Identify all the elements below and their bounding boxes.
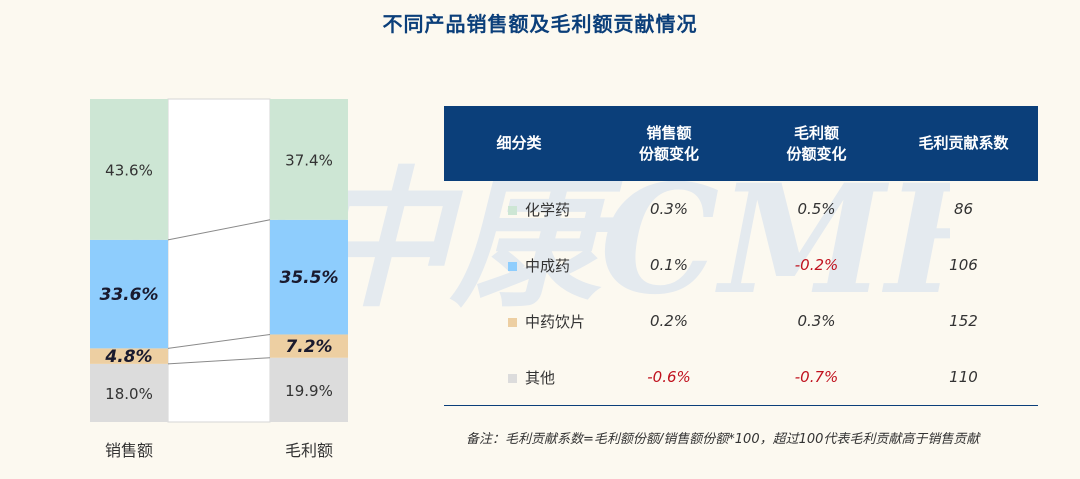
data-label: 19.9% <box>285 382 333 400</box>
table-header-row: 细分类 销售额 份额变化 毛利额 份额变化 毛利贡献系数 <box>444 106 1038 181</box>
data-label: 37.4% <box>285 151 333 169</box>
bar-segment-其他-销售额 <box>90 363 168 422</box>
row-category: 中成药 <box>444 237 594 293</box>
data-label: 4.8% <box>104 347 152 367</box>
row-coefficient: 152 <box>949 312 978 330</box>
bar-segment-中药饮片-销售额 <box>90 348 168 364</box>
legend-swatch-icon <box>508 205 517 215</box>
row-sales-change: 0.1% <box>649 256 689 274</box>
row-profit-change: -0.2% <box>794 256 839 274</box>
data-label: 7.2% <box>285 337 332 357</box>
row-profit-change: -0.7% <box>744 349 889 406</box>
row-coefficient: 86 <box>953 200 974 218</box>
legend-swatch-icon <box>508 373 517 383</box>
table-row: 化学药 0.3% 0.5% 86 <box>444 181 1038 237</box>
x-tick-label: 毛利额 <box>285 441 333 460</box>
bar-segment-化学药-销售额 <box>90 99 168 240</box>
row-sales-change: 0.2% <box>649 312 689 330</box>
row-profit-change: 0.5% <box>797 200 836 218</box>
bar-segment-化学药-毛利额 <box>270 99 348 220</box>
stacked-bar-chart: 18.0% 4.8% 33.6% 43.6% 销售额 19.9% 7.2% 35.5% 37.4… <box>90 98 348 460</box>
header-category: 细分类 <box>444 106 594 181</box>
table-row: 中药饮片 0.2% 0.3% 152 <box>444 293 1038 349</box>
contribution-table: 细分类 销售额 份额变化 毛利额 份额变化 毛利贡献系数 化学药 0.3% 0 <box>444 106 1038 406</box>
row-category: 其他 <box>444 349 594 406</box>
connector-line <box>167 357 271 365</box>
connector-line <box>167 333 271 349</box>
header-coefficient: 毛利贡献系数 <box>889 106 1038 181</box>
row-coefficient: 106 <box>949 256 978 274</box>
row-profit-change: 0.3% <box>797 312 836 330</box>
bar-segment-其他-毛利额 <box>270 357 348 422</box>
header-sales-change: 销售额 份额变化 <box>594 106 744 181</box>
bar-segment-中药饮片-毛利额 <box>270 334 348 358</box>
data-label: 43.6% <box>105 161 153 179</box>
row-category: 化学药 <box>444 181 594 237</box>
bar-segment-中成药-毛利额 <box>270 219 348 335</box>
row-category: 中药饮片 <box>444 293 594 349</box>
data-label: 33.6% <box>100 285 159 305</box>
chart-title: 不同产品销售额及毛利额贡献情况 <box>382 12 698 36</box>
legend-swatch-icon <box>508 317 517 327</box>
bar-gap-panel <box>167 98 271 423</box>
data-label: 35.5% <box>280 268 339 288</box>
x-tick-label: 销售额 <box>105 441 153 460</box>
data-label: 18.0% <box>105 385 153 403</box>
connector-line <box>167 219 271 241</box>
footnote: 备注：毛利贡献系数=毛利额份额/销售额份额*100，超过100代表毛利贡献高于销… <box>466 432 980 447</box>
header-profit-change: 毛利额 份额变化 <box>744 106 889 181</box>
row-sales-change: 0.3% <box>649 200 689 218</box>
row-sales-change: -0.6% <box>594 349 744 406</box>
table-row: 中成药 0.1% -0.2% 106 <box>444 237 1038 293</box>
bar-segment-中成药-销售额 <box>90 239 168 349</box>
table-row: 其他 -0.6% -0.7% 110 <box>444 349 1038 406</box>
row-coefficient: 110 <box>889 349 1038 406</box>
legend-swatch-icon <box>508 261 517 271</box>
